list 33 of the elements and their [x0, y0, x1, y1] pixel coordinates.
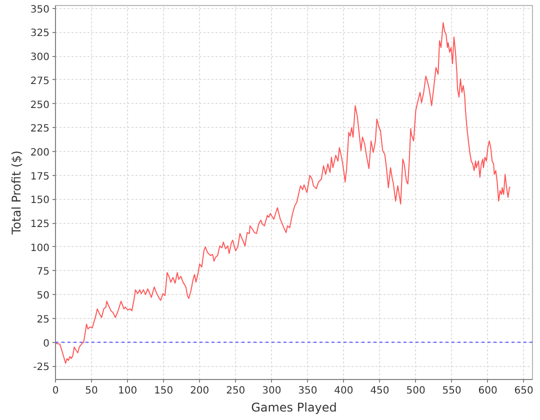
- x-tick-label: 100: [118, 386, 138, 396]
- x-tick-label: 300: [262, 386, 282, 396]
- y-tick-label: 200: [30, 147, 50, 158]
- x-tick-label: 600: [478, 386, 498, 396]
- y-tick-label: 150: [30, 195, 50, 206]
- x-axis-title: Games Played: [251, 400, 337, 414]
- y-tick-label: 125: [30, 219, 50, 230]
- y-tick-label: -25: [33, 362, 50, 374]
- y-tick-label: 250: [30, 100, 50, 111]
- x-tick-label: 500: [406, 386, 426, 396]
- y-tick-label: 175: [30, 171, 50, 182]
- y-tick-label: 100: [30, 242, 50, 254]
- y-tick-label: 225: [30, 124, 50, 135]
- x-tick-label: 150: [154, 386, 174, 396]
- y-tick-label: 25: [36, 314, 50, 326]
- x-tick-label: 0: [52, 386, 59, 396]
- x-tick-label: 200: [190, 386, 210, 396]
- y-tick-label: 350: [30, 4, 50, 16]
- x-tick-label: 550: [442, 386, 462, 396]
- y-tick-label: 75: [36, 266, 50, 278]
- x-tick-label: 250: [226, 386, 246, 396]
- line-series: [56, 22, 511, 364]
- x-tick-label: 450: [370, 386, 390, 396]
- y-tick-label: 50: [36, 290, 50, 302]
- y-tick-label: 0: [43, 338, 50, 350]
- y-tick-label: 300: [30, 52, 50, 64]
- x-tick-label: 50: [85, 386, 98, 396]
- y-axis-title: Total Profit ($): [9, 150, 24, 236]
- x-tick-label: 400: [334, 386, 354, 396]
- y-tick-label: 325: [30, 28, 50, 40]
- x-tick-label: 650: [514, 386, 534, 396]
- x-tick-label: 350: [298, 386, 318, 396]
- y-tick-label: 275: [30, 76, 50, 87]
